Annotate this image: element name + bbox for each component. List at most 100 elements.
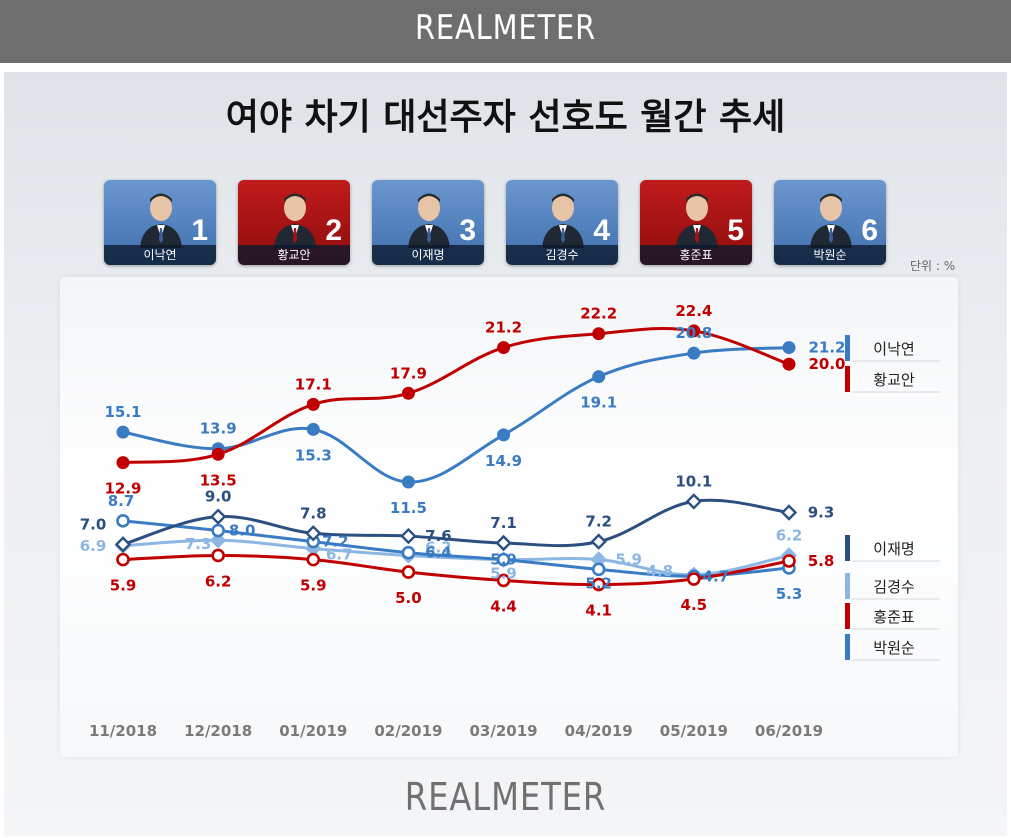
- data-label: 7.1: [490, 514, 517, 532]
- legend-swatch: [845, 366, 850, 392]
- data-label: 15.1: [104, 403, 141, 421]
- series-2: [116, 324, 796, 470]
- data-label: 10.1: [675, 472, 712, 490]
- legend-item-2: 황교안: [845, 366, 940, 393]
- data-point: [780, 504, 798, 521]
- data-label: 4.8: [647, 562, 674, 580]
- candidate-card-4: 4 김경수: [506, 180, 618, 265]
- data-point: [305, 525, 322, 542]
- data-label: 5.9: [490, 551, 517, 569]
- legend-item-6: 박원순: [845, 634, 940, 661]
- data-point: [306, 552, 321, 567]
- data-point: [209, 508, 227, 525]
- data-point: [591, 577, 606, 592]
- portrait-icon: [408, 193, 450, 248]
- data-point: [685, 493, 703, 510]
- data-label: 5.9: [490, 565, 517, 583]
- data-label: 19.1: [580, 394, 617, 412]
- series-line: [121, 346, 791, 484]
- data-point: [116, 514, 130, 528]
- data-point: [306, 397, 320, 411]
- portrait-icon: [810, 193, 852, 248]
- brand-logo: REALMETER: [414, 8, 597, 48]
- data-point: [401, 545, 416, 560]
- legend-swatch: [845, 634, 850, 660]
- data-label: 8.7: [108, 492, 135, 510]
- series-3: [114, 493, 798, 553]
- candidate-card-6: 6 박원순: [774, 180, 886, 265]
- data-label: 5.8: [808, 552, 835, 570]
- data-label: 14.9: [485, 452, 522, 470]
- legend-item-3: 이재명: [845, 535, 940, 562]
- data-point: [209, 532, 227, 549]
- data-label: 6.2: [776, 526, 803, 544]
- data-label: 12.9: [104, 480, 141, 498]
- data-label: 7.3: [185, 535, 212, 553]
- data-point: [400, 527, 417, 545]
- legend-label: 이낙연: [873, 340, 914, 358]
- data-label: 20.8: [675, 324, 712, 342]
- data-label: 5.9: [615, 551, 642, 569]
- data-point: [211, 447, 225, 461]
- x-tick-label: 01/2019: [279, 722, 347, 740]
- x-tick-label: 05/2019: [660, 722, 728, 740]
- data-point: [590, 533, 607, 550]
- unit-label: 단위 : %: [910, 259, 956, 273]
- data-point: [782, 554, 796, 568]
- data-point: [496, 552, 511, 567]
- rank-number: 6: [861, 214, 878, 247]
- legend-label: 황교안: [873, 371, 915, 389]
- candidate-card-5: 5 홍준표: [640, 180, 752, 265]
- series-line: [121, 519, 791, 578]
- data-label: 15.3: [295, 446, 332, 464]
- legend-swatch: [845, 603, 850, 629]
- data-label: 8.0: [229, 522, 256, 540]
- data-label: 9.0: [205, 488, 232, 506]
- data-label: 5.0: [395, 589, 422, 607]
- legend-item-5: 홍준표: [845, 603, 940, 630]
- rank-number: 4: [593, 214, 610, 247]
- data-label: 5.3: [776, 585, 803, 603]
- data-label: 7.0: [80, 515, 107, 533]
- rank-number: 2: [325, 214, 342, 247]
- portrait-icon: [140, 193, 182, 248]
- data-point: [592, 327, 606, 341]
- candidate-card-2: 2 황교안: [238, 180, 350, 265]
- top-banner: REALMETER: [0, 0, 1011, 63]
- data-point: [687, 324, 701, 338]
- x-tick-label: 11/2018: [89, 722, 157, 740]
- data-point: [497, 341, 511, 355]
- data-label: 4.5: [681, 596, 708, 614]
- legend-label: 김경수: [873, 578, 914, 596]
- x-tick-label: 02/2019: [374, 722, 442, 740]
- x-tick-label: 03/2019: [470, 722, 538, 740]
- data-label: 5.9: [110, 577, 137, 595]
- data-point: [782, 357, 796, 371]
- data-label: 6.9: [80, 537, 107, 555]
- legend-swatch: [845, 335, 850, 361]
- data-point: [116, 456, 130, 470]
- data-point: [687, 346, 701, 360]
- data-label: 7.6: [425, 527, 452, 545]
- portrait-icon: [274, 193, 316, 248]
- legend-swatch: [845, 535, 850, 561]
- data-label: 6.7: [326, 546, 353, 564]
- chart-title: 여야 차기 대선주자 선호도 월간 추세: [225, 97, 786, 138]
- series-line: [121, 327, 791, 465]
- x-tick-label: 04/2019: [565, 722, 633, 740]
- data-point: [211, 548, 225, 563]
- data-label: 9.3: [808, 504, 835, 522]
- legend-swatch: [845, 573, 850, 599]
- data-label: 21.2: [485, 319, 522, 337]
- candidate-name: 황교안: [238, 245, 350, 265]
- legend-label: 박원순: [873, 639, 915, 657]
- data-point: [116, 552, 130, 567]
- data-point: [401, 386, 415, 400]
- candidate-name: 박원순: [774, 245, 886, 265]
- candidate-card-1: 1 이낙연: [104, 180, 216, 265]
- rank-number: 5: [727, 214, 744, 247]
- rank-number: 3: [459, 214, 476, 247]
- legend-label: 홍준표: [873, 608, 915, 626]
- candidate-name: 김경수: [506, 245, 618, 265]
- series-1: [116, 341, 796, 489]
